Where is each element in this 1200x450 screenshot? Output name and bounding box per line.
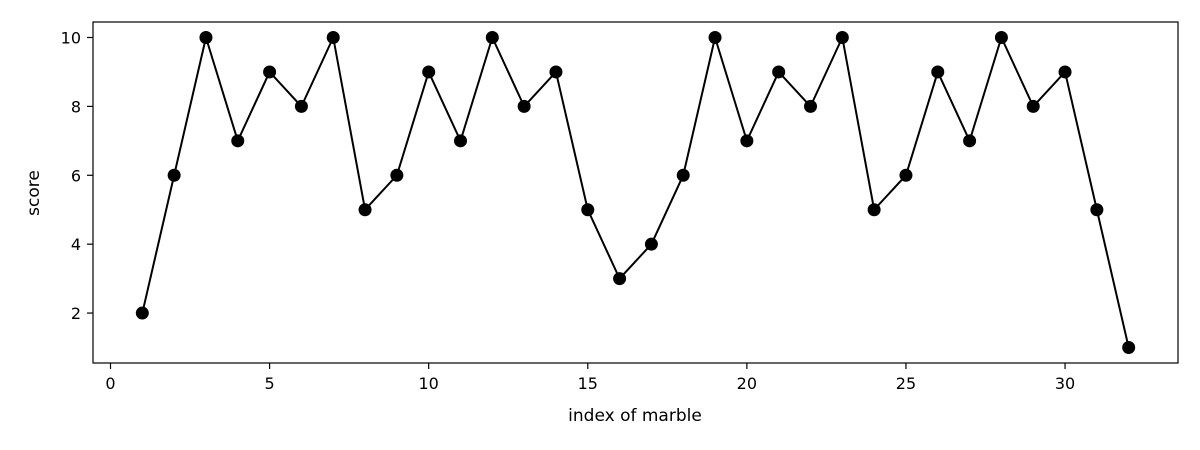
x-tick-label: 0 — [105, 374, 115, 393]
data-point — [1122, 341, 1136, 354]
data-point — [358, 203, 372, 217]
data-point — [994, 31, 1008, 44]
series — [135, 31, 1136, 354]
data-point — [676, 168, 690, 182]
data-point — [135, 306, 149, 320]
data-point — [167, 168, 181, 182]
x-tick-label: 25 — [896, 374, 916, 393]
y-tick-label: 2 — [71, 304, 81, 323]
data-point — [549, 65, 563, 79]
x-axis-label: index of marble — [568, 406, 702, 426]
data-point — [804, 99, 817, 113]
x-axis: 0 5 10 15 20 25 30 — [105, 363, 1075, 393]
data-point — [772, 65, 786, 79]
data-point — [326, 31, 340, 44]
data-point — [1090, 203, 1104, 217]
y-tick-label: 6 — [71, 166, 81, 185]
data-point — [1058, 65, 1072, 79]
data-point — [199, 31, 213, 44]
x-tick-label: 10 — [419, 374, 439, 393]
x-tick-label: 5 — [264, 374, 274, 393]
series-line — [141, 36, 1130, 348]
data-point — [740, 134, 754, 148]
plot-area — [92, 21, 1179, 364]
data-point — [835, 31, 849, 44]
plot-frame — [92, 21, 1179, 364]
data-point — [517, 99, 531, 113]
data-point — [485, 31, 499, 44]
x-tick-label: 15 — [578, 374, 598, 393]
data-point — [294, 99, 308, 113]
y-axis-label: score — [24, 170, 44, 216]
data-point — [613, 272, 627, 286]
y-axis: 2 4 6 8 10 — [61, 29, 93, 323]
data-point — [581, 203, 595, 217]
y-tick-label: 10 — [61, 29, 81, 48]
data-point — [708, 31, 722, 44]
x-tick-label: 30 — [1055, 374, 1075, 393]
data-point — [899, 168, 913, 182]
data-point — [454, 134, 467, 148]
data-point — [963, 134, 977, 148]
data-point — [390, 168, 404, 182]
y-tick-label: 8 — [71, 97, 81, 116]
x-tick-label: 20 — [737, 374, 757, 393]
y-tick-label: 4 — [71, 235, 81, 254]
data-point — [263, 65, 277, 79]
data-point — [931, 65, 945, 79]
data-point — [422, 65, 436, 79]
data-point — [867, 203, 881, 217]
data-point — [644, 237, 658, 251]
data-point — [231, 134, 245, 148]
data-point — [1026, 99, 1040, 113]
